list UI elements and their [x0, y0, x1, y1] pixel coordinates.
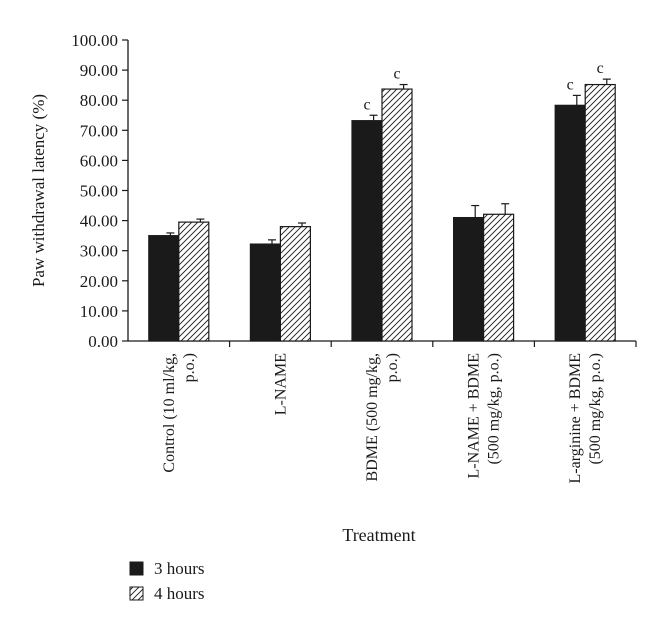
x-tick-label: (500 mg/kg, p.o.) — [486, 353, 503, 465]
bar-4-hours-1 — [279, 226, 311, 342]
y-tick-label: 40.00 — [80, 212, 118, 231]
x-tick-label: L-NAME + BDME — [466, 353, 483, 478]
y-tick-label: 60.00 — [80, 151, 118, 170]
x-tick-label: L-NAME — [272, 353, 289, 415]
axes — [122, 39, 637, 347]
legend-swatch-0 — [129, 561, 144, 576]
bar-4-hours-3 — [483, 213, 515, 342]
bar-3-hours-1 — [249, 243, 281, 342]
y-tick-label: 70.00 — [80, 121, 118, 140]
y-tick-label: 20.00 — [80, 272, 118, 291]
y-tick-label: 30.00 — [80, 242, 118, 261]
legend-swatch-1 — [129, 586, 144, 601]
bar-3-hours-0 — [148, 235, 180, 342]
legend-label-1: 4 hours — [154, 584, 205, 603]
significance-label: c — [363, 96, 370, 113]
bar-3-hours-4 — [554, 104, 586, 342]
legend: 3 hours 4 hours — [129, 559, 205, 603]
x-tick-label: p.o.) — [384, 353, 401, 382]
y-tick-label: 10.00 — [80, 302, 118, 321]
y-tick-label: 0.00 — [88, 332, 118, 351]
y-axis-label: Paw withdrawal latency (%) — [29, 94, 48, 287]
labels: 0.00 10.00 20.00 30.00 40.00 50.00 60.00 70.00 8… — [29, 31, 604, 545]
x-tick-label: (500 mg/kg, p.o.) — [587, 353, 604, 465]
bar-3-hours-3 — [453, 216, 485, 342]
y-tick-label: 80.00 — [80, 91, 118, 110]
x-axis-label: Treatment — [342, 525, 415, 545]
x-tick-label: Control (10 ml/kg, — [161, 353, 178, 473]
significance-label: c — [567, 76, 574, 93]
x-tick-label: L-arginine + BDME — [567, 353, 584, 483]
y-tick-label: 50.00 — [80, 182, 118, 201]
significance-label: c — [597, 60, 604, 77]
bar-4-hours-4 — [584, 83, 616, 342]
legend-label-0: 3 hours — [154, 559, 205, 578]
bars — [148, 78, 616, 342]
y-tick-label: 90.00 — [80, 61, 118, 80]
significance-label: c — [393, 66, 400, 83]
bar-3-hours-2 — [351, 120, 383, 342]
x-tick-label: BDME (500 mg/kg, — [364, 353, 381, 481]
bar-4-hours-0 — [178, 221, 210, 342]
x-tick-label: p.o.) — [181, 353, 198, 382]
y-tick-label: 100.00 — [71, 31, 118, 50]
bar-4-hours-2 — [381, 88, 413, 342]
